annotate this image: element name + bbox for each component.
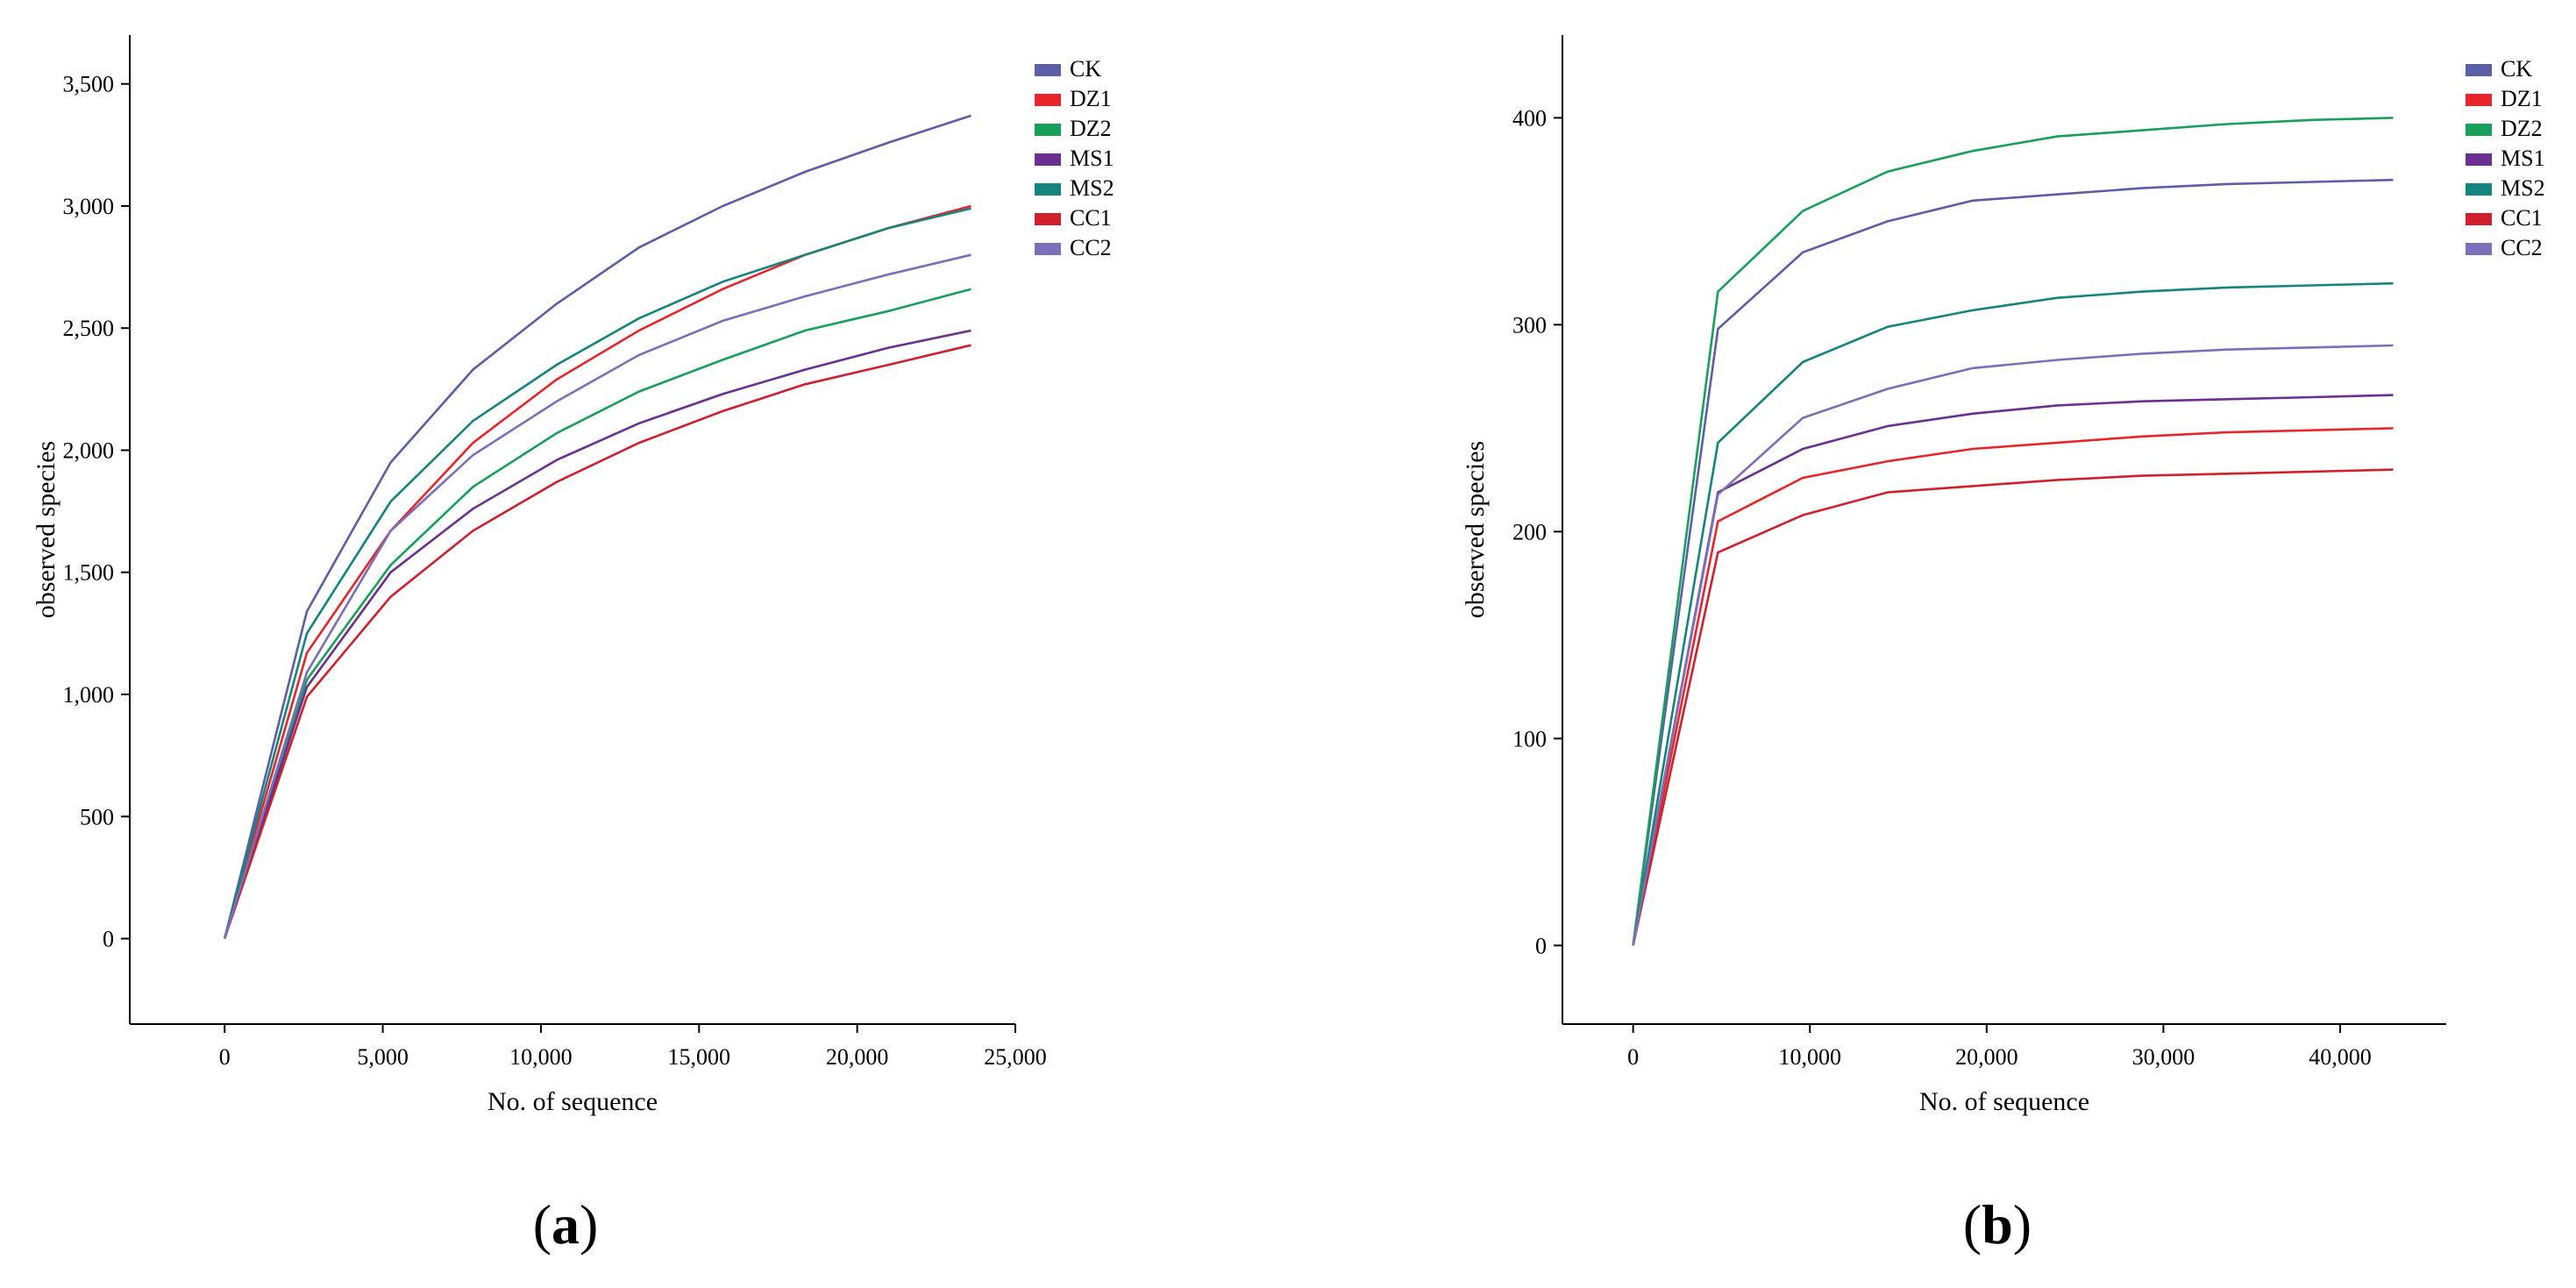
series-line-dz2 <box>1632 117 2394 946</box>
legend-swatch-dz1 <box>1035 94 1061 106</box>
series-line-cc1 <box>223 344 971 939</box>
legend-label-ck: CK <box>2501 56 2532 82</box>
x-tick-label: 10,000 <box>509 1044 573 1070</box>
x-axis-title: No. of sequence <box>1919 1087 2089 1116</box>
x-tick-label: 30,000 <box>2132 1044 2195 1070</box>
series-line-ms2 <box>1632 281 2394 946</box>
legend-label-cc2: CC2 <box>1070 235 1112 260</box>
y-tick-label: 3,000 <box>63 194 115 219</box>
y-tick-label: 300 <box>1512 312 1547 338</box>
legend-label-cc2: CC2 <box>2501 235 2543 260</box>
series-line-dz1 <box>223 204 971 939</box>
x-tick-label: 0 <box>1627 1044 1639 1070</box>
panel-label: (b) <box>1963 1193 2032 1256</box>
legend-label-dz1: DZ1 <box>1070 86 1112 111</box>
x-tick-label: 20,000 <box>1955 1044 2018 1070</box>
legend-label-dz2: DZ2 <box>1070 116 1112 141</box>
series-line-ms1 <box>223 329 971 939</box>
x-tick-label: 15,000 <box>668 1044 731 1070</box>
series-line-ms1 <box>1632 394 2394 946</box>
legend-swatch-ck <box>2466 64 2492 76</box>
legend-swatch-cc2 <box>2466 243 2492 255</box>
y-tick-label: 200 <box>1512 519 1547 544</box>
legend-label-cc1: CC1 <box>1070 205 1112 231</box>
series-line-cc1 <box>1632 468 2394 946</box>
y-axis-title: observed species <box>1461 441 1490 618</box>
series-line-dz1 <box>1632 427 2394 946</box>
series-line-ck <box>1632 178 2394 946</box>
legend-swatch-ms2 <box>2466 183 2492 196</box>
series-line-dz2 <box>223 288 971 939</box>
series-line-ck <box>223 114 971 939</box>
legend-label-ms1: MS1 <box>1070 146 1114 171</box>
x-axis-title: No. of sequence <box>487 1087 658 1116</box>
y-tick-label: 100 <box>1512 726 1547 751</box>
y-tick-label: 0 <box>1535 933 1547 958</box>
legend-swatch-cc1 <box>2466 213 2492 225</box>
x-tick-label: 40,000 <box>2309 1044 2372 1070</box>
legend-swatch-ms2 <box>1035 183 1061 196</box>
x-tick-label: 25,000 <box>984 1044 1047 1070</box>
legend-swatch-dz1 <box>2466 94 2492 106</box>
legend-label-dz2: DZ2 <box>2501 116 2543 141</box>
series-line-cc2 <box>223 253 971 939</box>
legend-label-dz1: DZ1 <box>2501 86 2543 111</box>
y-tick-label: 2,000 <box>63 438 115 463</box>
y-axis-title: observed species <box>32 441 60 618</box>
y-tick-label: 1,500 <box>63 560 115 586</box>
series-line-ms2 <box>223 207 971 939</box>
y-tick-label: 500 <box>80 804 114 829</box>
y-tick-label: 2,500 <box>63 316 115 341</box>
panel-label: (a) <box>533 1193 599 1256</box>
legend-swatch-dz2 <box>1035 124 1061 136</box>
legend-label-cc1: CC1 <box>2501 205 2543 231</box>
legend-label-ms2: MS2 <box>2501 175 2545 201</box>
legend-swatch-dz2 <box>2466 124 2492 136</box>
x-tick-label: 10,000 <box>1778 1044 1841 1070</box>
y-tick-label: 3,500 <box>63 72 115 97</box>
x-tick-label: 0 <box>219 1044 231 1070</box>
chart-panel-b: 0 100 200 300 400 0 10,000 20,000 30,000 40,000 No… <box>1461 35 2545 1256</box>
legend-swatch-ms1 <box>1035 153 1061 166</box>
legend-label-ck: CK <box>1070 56 1101 82</box>
legend-swatch-cc2 <box>1035 243 1061 255</box>
legend-label-ms1: MS1 <box>2501 146 2545 171</box>
y-tick-label: 0 <box>103 927 114 952</box>
legend-swatch-cc1 <box>1035 213 1061 225</box>
series-line-cc2 <box>1632 344 2394 946</box>
y-tick-label: 1,000 <box>63 682 115 708</box>
x-tick-label: 5,000 <box>357 1044 409 1070</box>
y-tick-label: 400 <box>1512 105 1547 131</box>
legend-swatch-ck <box>1035 64 1061 76</box>
x-tick-label: 20,000 <box>826 1044 889 1070</box>
legend-swatch-ms1 <box>2466 153 2492 166</box>
chart-panel-a: 0 500 1,000 1,500 2,000 2,500 3,000 3,500 0 5,000… <box>32 35 1114 1256</box>
legend-label-ms2: MS2 <box>1070 175 1114 201</box>
